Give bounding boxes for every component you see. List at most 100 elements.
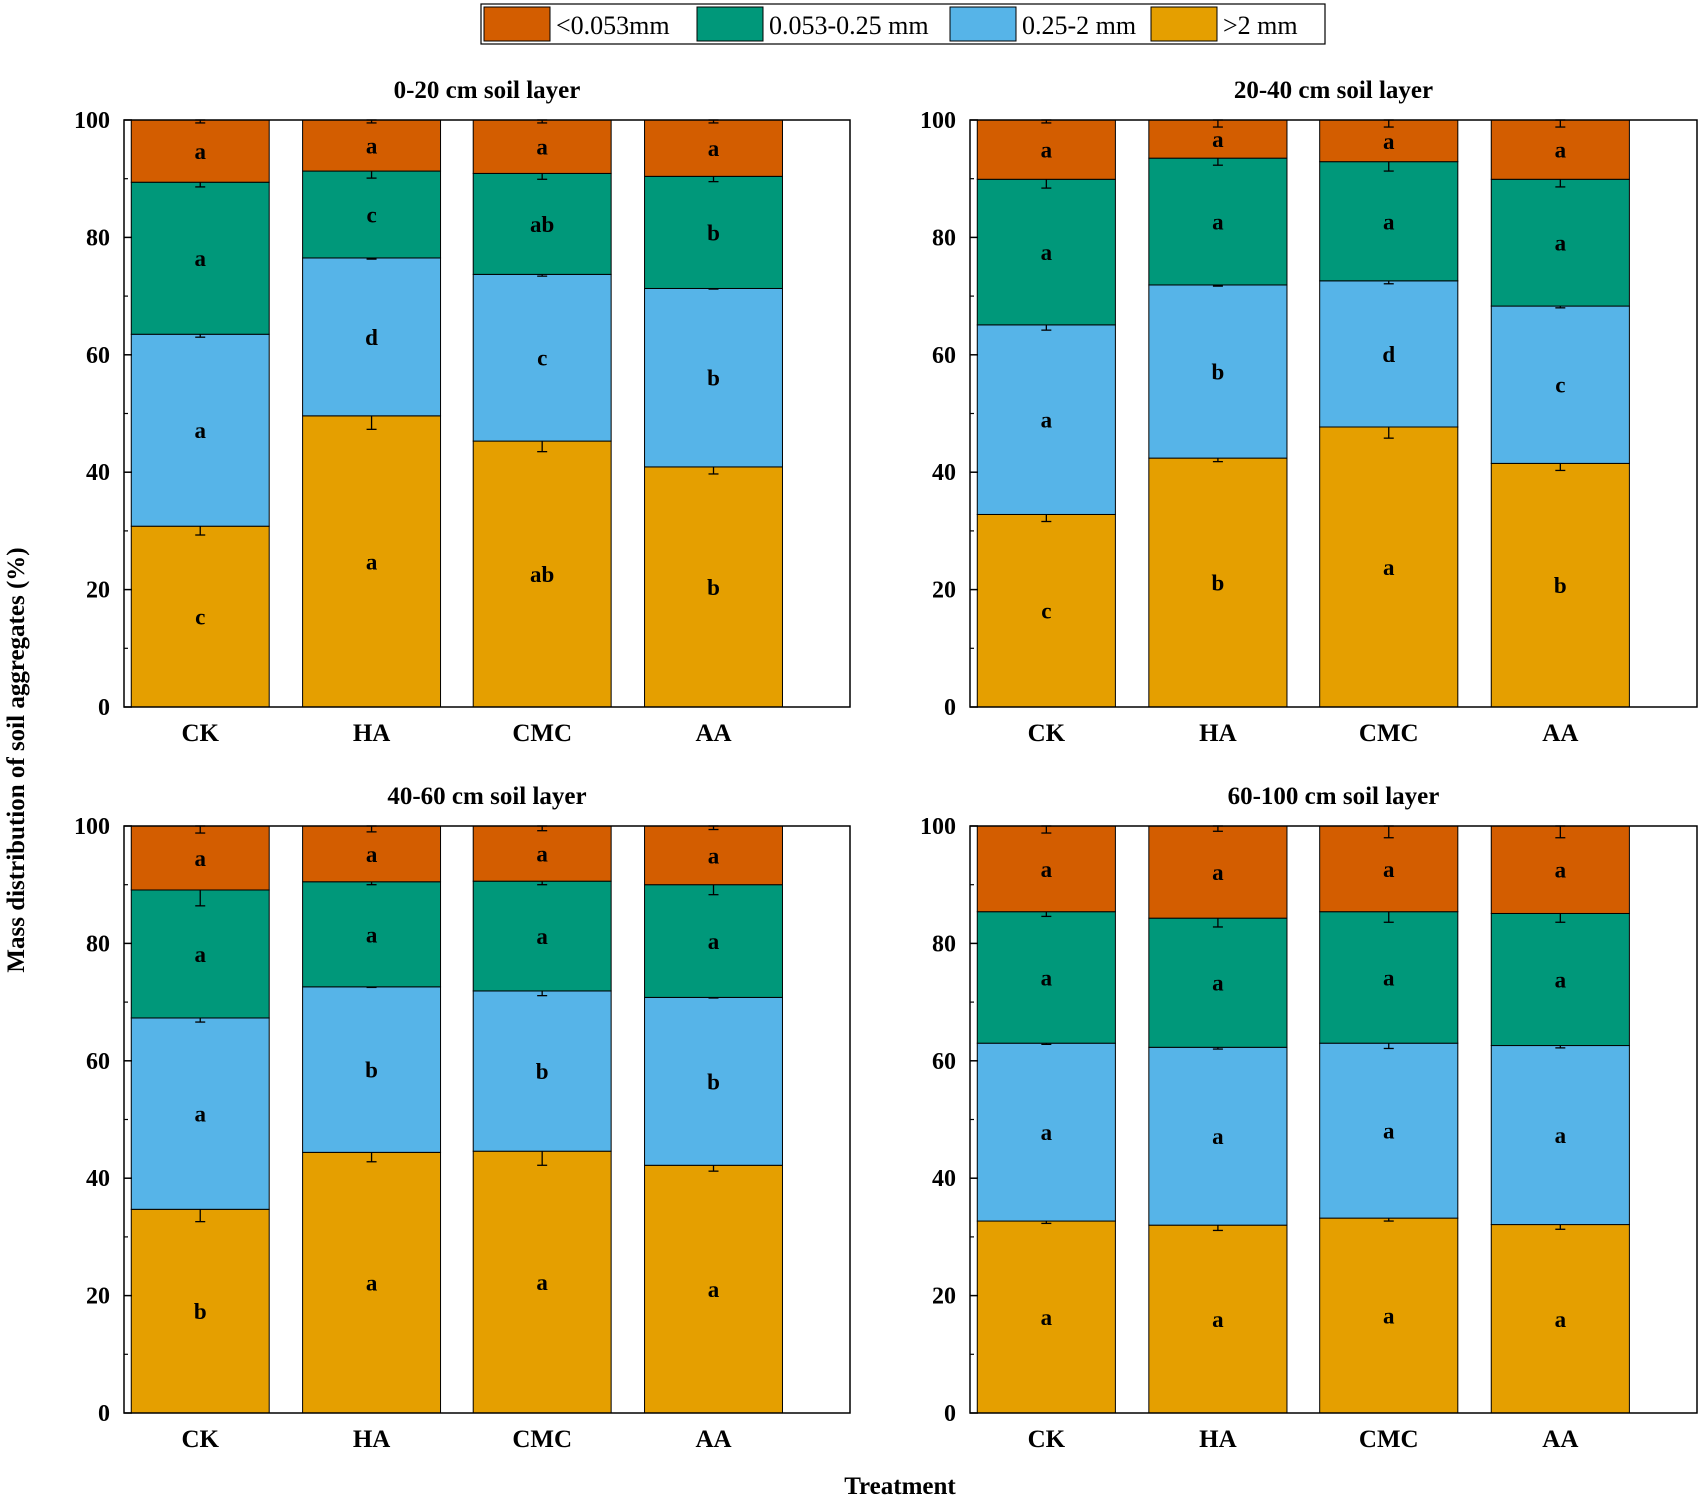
bar-segment-gt2 (644, 466, 783, 708)
significance-letter: a (1555, 858, 1567, 883)
bar-segment-s025_2 (1490, 305, 1630, 464)
legend-swatch-s025_2 (949, 6, 1017, 42)
significance-letter: a (194, 1102, 206, 1127)
significance-letter: b (1554, 573, 1567, 598)
x-tick-label-ck: CK (181, 1426, 219, 1453)
significance-letter: a (708, 843, 720, 868)
bar-group-ck: a a a a (976, 825, 1116, 1414)
legend-swatch-lt0053 (483, 6, 551, 42)
bar-group-cmc: a a a a (1319, 825, 1459, 1414)
significance-letter: c (537, 346, 547, 371)
significance-letter: a (1383, 1119, 1395, 1144)
bar-group-ck: c a a a (130, 119, 270, 708)
y-tick-label: 0 (98, 1401, 110, 1427)
y-tick-label: 0 (98, 695, 110, 721)
bar-segment-s025_2 (472, 273, 612, 442)
significance-letter: a (194, 942, 206, 967)
bar-segment-s025_2 (1148, 1046, 1288, 1226)
x-tick-label-ha: HA (1199, 1426, 1237, 1453)
significance-letter: a (194, 246, 206, 271)
y-tick-label: 60 (86, 1049, 110, 1075)
significance-letter: a (366, 842, 378, 867)
significance-letter: a (366, 922, 378, 947)
legend-label-gt2: >2 mm (1223, 11, 1298, 40)
significance-letter: c (366, 203, 376, 228)
y-tick-label: 20 (932, 578, 956, 604)
x-tick-label-ha: HA (1199, 720, 1237, 747)
significance-letter: a (708, 136, 720, 161)
bar-segment-s025_2 (130, 1017, 270, 1210)
bar-segment-gt2 (976, 1220, 1116, 1414)
bar-segment-lt0053 (302, 119, 442, 172)
x-tick-label-aa: AA (695, 720, 731, 747)
y-tick-label: 20 (86, 1284, 110, 1310)
significance-letter: a (1383, 965, 1395, 990)
significance-letter: c (1555, 373, 1565, 398)
bar-segment-s0053_025 (130, 889, 270, 1019)
significance-letter: a (1383, 857, 1395, 882)
y-tick-label: 60 (932, 1049, 956, 1075)
bar-segment-s0053_025 (1319, 911, 1459, 1044)
significance-letter: a (536, 135, 548, 160)
bar-group-ck: c a a a (976, 119, 1116, 708)
significance-letter: a (1041, 965, 1053, 990)
x-tick-label-cmc: CMC (512, 720, 572, 747)
bar-segment-gt2 (1319, 1217, 1459, 1414)
significance-letter: d (1382, 342, 1395, 367)
x-tick-label-ck: CK (181, 720, 219, 747)
bar-segment-s0053_025 (472, 172, 612, 275)
x-tick-label-ha: HA (353, 1426, 391, 1453)
bar-segment-s0053_025 (1148, 917, 1288, 1048)
panel-title: 40-60 cm soil layer (387, 783, 586, 810)
y-tick-label: 100 (920, 814, 956, 840)
x-tick-label-aa: AA (1542, 1426, 1578, 1453)
y-tick-label: 40 (932, 1166, 956, 1192)
significance-letter: ab (530, 562, 554, 587)
significance-letter: b (707, 1069, 720, 1094)
y-axis-label: Mass distribution of soil aggregates (%) (3, 547, 30, 972)
significance-letter: b (1212, 360, 1225, 385)
significance-letter: b (365, 1058, 378, 1083)
panels: 0-20 cm soil layercaaaCKadcaHAabcabaCMCb… (74, 77, 1698, 1453)
bar-segment-s025_2 (976, 1042, 1116, 1222)
y-tick-label: 20 (86, 578, 110, 604)
bar-segment-lt0053 (1319, 825, 1459, 913)
significance-letter: a (194, 418, 206, 443)
significance-letter: a (1555, 1307, 1567, 1332)
x-tick-label-aa: AA (695, 1426, 731, 1453)
significance-letter: a (1212, 210, 1224, 235)
bar-segment-s0053_025 (976, 911, 1116, 1044)
bar-segment-s0053_025 (1490, 178, 1630, 307)
bar-group-aa: a b a a (644, 825, 783, 1414)
bar-segment-lt0053 (976, 825, 1116, 913)
bar-segment-s0053_025 (1490, 912, 1630, 1047)
bar-segment-lt0053 (1490, 825, 1630, 914)
significance-letter: a (366, 1271, 378, 1296)
bar-group-ck: b a a a (130, 825, 270, 1414)
y-tick-label: 80 (932, 931, 956, 957)
significance-letter: a (536, 924, 548, 949)
significance-letter: ab (530, 212, 554, 237)
y-tick-label: 60 (932, 343, 956, 369)
bar-group-aa: b b b a (644, 119, 783, 708)
x-tick-label-ha: HA (353, 720, 391, 747)
bar-segment-gt2 (472, 440, 612, 708)
bar-segment-lt0053 (976, 119, 1116, 180)
bar-segment-lt0053 (130, 119, 270, 183)
bar-segment-lt0053 (472, 119, 612, 174)
legend-label-lt0053: <0.053mm (556, 11, 670, 40)
x-tick-label-cmc: CMC (1359, 720, 1419, 747)
significance-letter: a (536, 842, 548, 867)
bar-segment-gt2 (1148, 457, 1288, 708)
bar-segment-s025_2 (976, 324, 1116, 515)
bar-segment-gt2 (644, 1164, 783, 1414)
bar-group-ha: a b a a (302, 825, 442, 1414)
significance-letter: a (1383, 1304, 1395, 1329)
bar-segment-lt0053 (130, 825, 270, 891)
y-tick-label: 100 (920, 108, 956, 134)
significance-letter: b (707, 220, 720, 245)
significance-letter: a (1555, 138, 1567, 163)
significance-letter: a (1041, 240, 1053, 265)
y-tick-label: 40 (86, 1166, 110, 1192)
bar-segment-s0053_025 (1319, 161, 1459, 282)
